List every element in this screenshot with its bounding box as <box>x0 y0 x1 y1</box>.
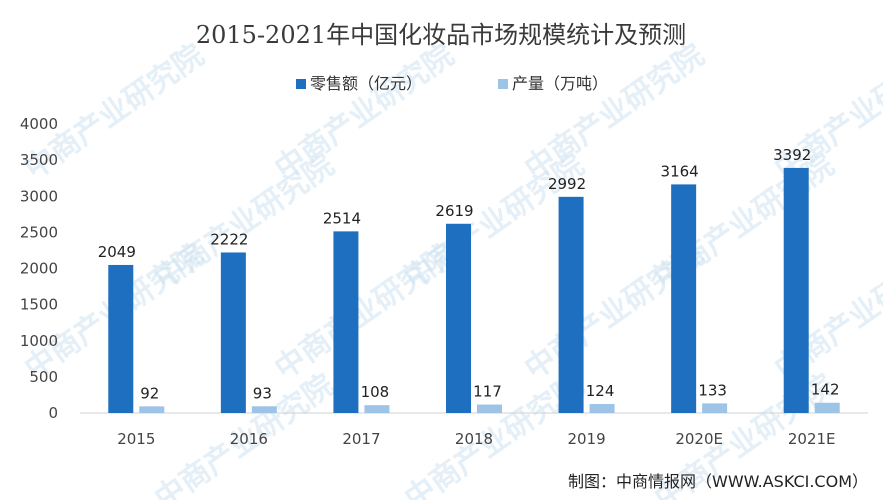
data-label: 2222 <box>210 230 248 248</box>
data-label: 2049 <box>98 243 136 261</box>
x-tick-label: 2021E <box>788 430 836 448</box>
bar <box>364 405 390 413</box>
data-label: 2514 <box>323 209 361 227</box>
data-label: 3392 <box>773 146 811 164</box>
bar <box>558 196 584 413</box>
bar <box>333 231 359 413</box>
legend-label: 产量（万吨） <box>512 74 608 93</box>
data-label: 133 <box>698 381 727 399</box>
bar <box>671 184 697 413</box>
x-tick-label: 2020E <box>675 430 723 448</box>
y-tick-label: 3000 <box>20 187 58 205</box>
bars-layer: 2049 92 2222 93 2514 108 2619 117 2992 124 3164 133… <box>98 146 840 413</box>
data-label: 124 <box>586 382 615 400</box>
bar <box>108 264 134 413</box>
x-axis: 2015 2016 2017 2018 2019 2020E 2021E <box>117 430 835 448</box>
y-tick-label: 500 <box>29 368 58 386</box>
bar <box>783 167 809 413</box>
x-tick-label: 2016 <box>230 430 268 448</box>
data-label: 108 <box>361 383 390 401</box>
chart-title: 2015-2021年中国化妆品市场规模统计及预测 <box>196 21 686 49</box>
legend: 零售额（亿元） 产量（万吨） <box>296 74 608 93</box>
legend-label: 零售额（亿元） <box>310 74 422 93</box>
data-label: 142 <box>811 381 840 399</box>
y-tick-label: 2000 <box>20 260 58 278</box>
x-tick-label: 2015 <box>117 430 155 448</box>
data-label: 3164 <box>661 162 699 180</box>
bar <box>477 404 502 413</box>
y-tick-label: 1000 <box>20 332 58 350</box>
data-label: 2619 <box>435 202 473 220</box>
bar <box>702 403 728 413</box>
x-tick-label: 2019 <box>567 430 605 448</box>
bar <box>589 404 615 413</box>
bar <box>446 223 471 413</box>
legend-swatch <box>296 79 306 89</box>
data-label: 2992 <box>548 175 586 193</box>
y-axis: 0 500 1000 1500 2000 2500 3000 3500 4000 <box>20 115 58 422</box>
x-tick-label: 2018 <box>455 430 493 448</box>
bar <box>251 406 277 413</box>
source-credit: 制图：中商情报网（WWW.ASKCI.COM） <box>568 472 868 491</box>
data-label: 93 <box>253 384 272 402</box>
y-tick-label: 2500 <box>20 223 58 241</box>
data-label: 92 <box>140 384 159 402</box>
y-tick-label: 1500 <box>20 296 58 314</box>
y-tick-label: 0 <box>48 404 58 422</box>
y-tick-label: 4000 <box>20 115 58 133</box>
bar <box>139 406 165 413</box>
bar <box>220 252 246 413</box>
y-tick-label: 3500 <box>20 151 58 169</box>
data-label: 117 <box>473 383 502 401</box>
legend-swatch <box>498 79 508 89</box>
bar <box>814 402 840 413</box>
x-tick-label: 2017 <box>342 430 380 448</box>
